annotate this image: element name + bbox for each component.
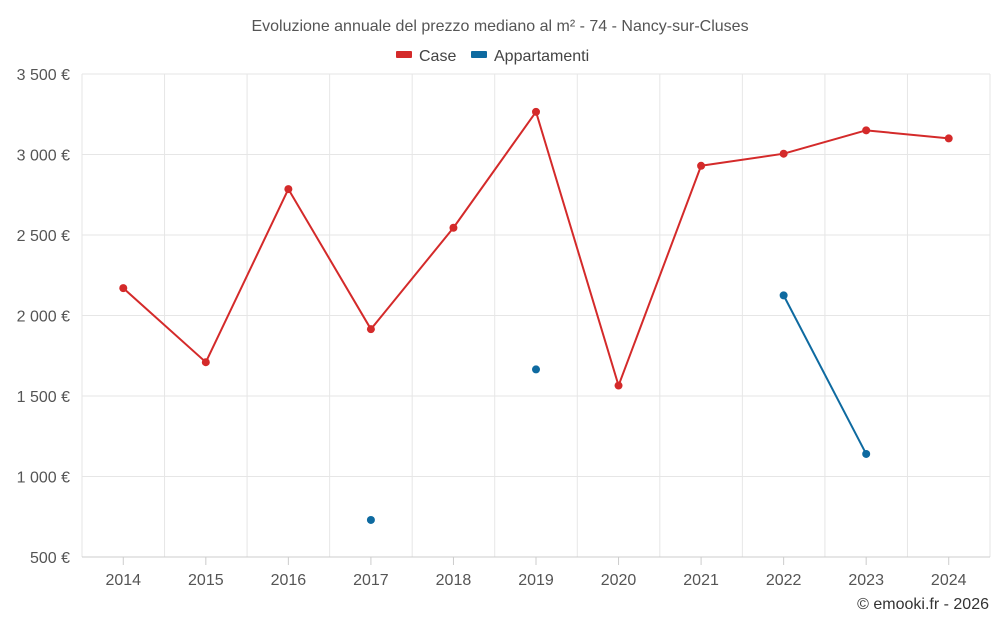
data-point-case-2024[interactable] xyxy=(944,134,953,143)
legend-label-appartamenti: Appartamenti xyxy=(494,48,589,65)
data-point-case-2018[interactable] xyxy=(449,223,458,232)
x-tick-label: 2021 xyxy=(683,572,719,589)
data-point-appartamenti-2017[interactable] xyxy=(366,515,375,524)
data-point-case-2014[interactable] xyxy=(119,284,128,293)
x-tick-label: 2019 xyxy=(518,572,554,589)
y-tick-label: 3 000 € xyxy=(17,148,70,165)
data-point-appartamenti-2019[interactable] xyxy=(532,365,540,374)
legend-item-appartamenti[interactable]: Appartamenti xyxy=(471,48,589,65)
series-appartamenti xyxy=(366,291,871,524)
data-point-case-2022[interactable] xyxy=(779,149,788,158)
data-point-case-2023[interactable] xyxy=(862,126,871,135)
chart-title: Evoluzione annuale del prezzo mediano al… xyxy=(251,18,748,35)
x-tick-label: 2022 xyxy=(766,572,802,589)
series-line-appartamenti xyxy=(782,294,868,455)
axes: 500 € 1 000 € 1 500 € 2 000 € 2 500 € 3 000 €… xyxy=(17,67,990,589)
data-point-case-2020[interactable] xyxy=(614,381,623,390)
legend-swatch-case xyxy=(396,51,412,58)
y-tick-label: 1 000 € xyxy=(17,470,70,487)
legend-label-case: Case xyxy=(419,48,456,65)
credit-text: © emooki.fr - 2026 xyxy=(857,596,989,613)
legend-item-case[interactable]: Case xyxy=(396,48,456,65)
data-point-case-2016[interactable] xyxy=(284,185,293,194)
x-tick-label: 2014 xyxy=(105,572,141,589)
y-tick-label: 2 000 € xyxy=(17,309,70,326)
y-tick-label: 1 500 € xyxy=(17,389,70,406)
legend-swatch-appartamenti xyxy=(471,51,487,58)
x-tick-label: 2020 xyxy=(601,572,637,589)
x-tick-label: 2024 xyxy=(931,572,967,589)
x-tick-label: 2017 xyxy=(353,572,389,589)
data-point-case-2021[interactable] xyxy=(697,161,706,170)
legend: Case Appartamenti xyxy=(396,48,589,65)
x-tick-label: 2018 xyxy=(436,572,472,589)
data-point-case-2017[interactable] xyxy=(366,325,375,334)
data-point-appartamenti-2022[interactable] xyxy=(779,291,788,300)
series-case xyxy=(119,107,953,390)
x-tick-label: 2016 xyxy=(271,572,307,589)
series-layer xyxy=(119,107,953,524)
y-tick-label: 3 500 € xyxy=(17,67,70,84)
x-tick-label: 2023 xyxy=(848,572,884,589)
x-tick-label: 2015 xyxy=(188,572,224,589)
y-tick-label: 500 € xyxy=(30,550,70,567)
grid xyxy=(81,73,991,557)
data-point-case-2019[interactable] xyxy=(532,107,540,116)
data-point-appartamenti-2023[interactable] xyxy=(862,449,871,458)
data-point-case-2015[interactable] xyxy=(201,358,210,367)
y-tick-label: 2 500 € xyxy=(17,228,70,245)
